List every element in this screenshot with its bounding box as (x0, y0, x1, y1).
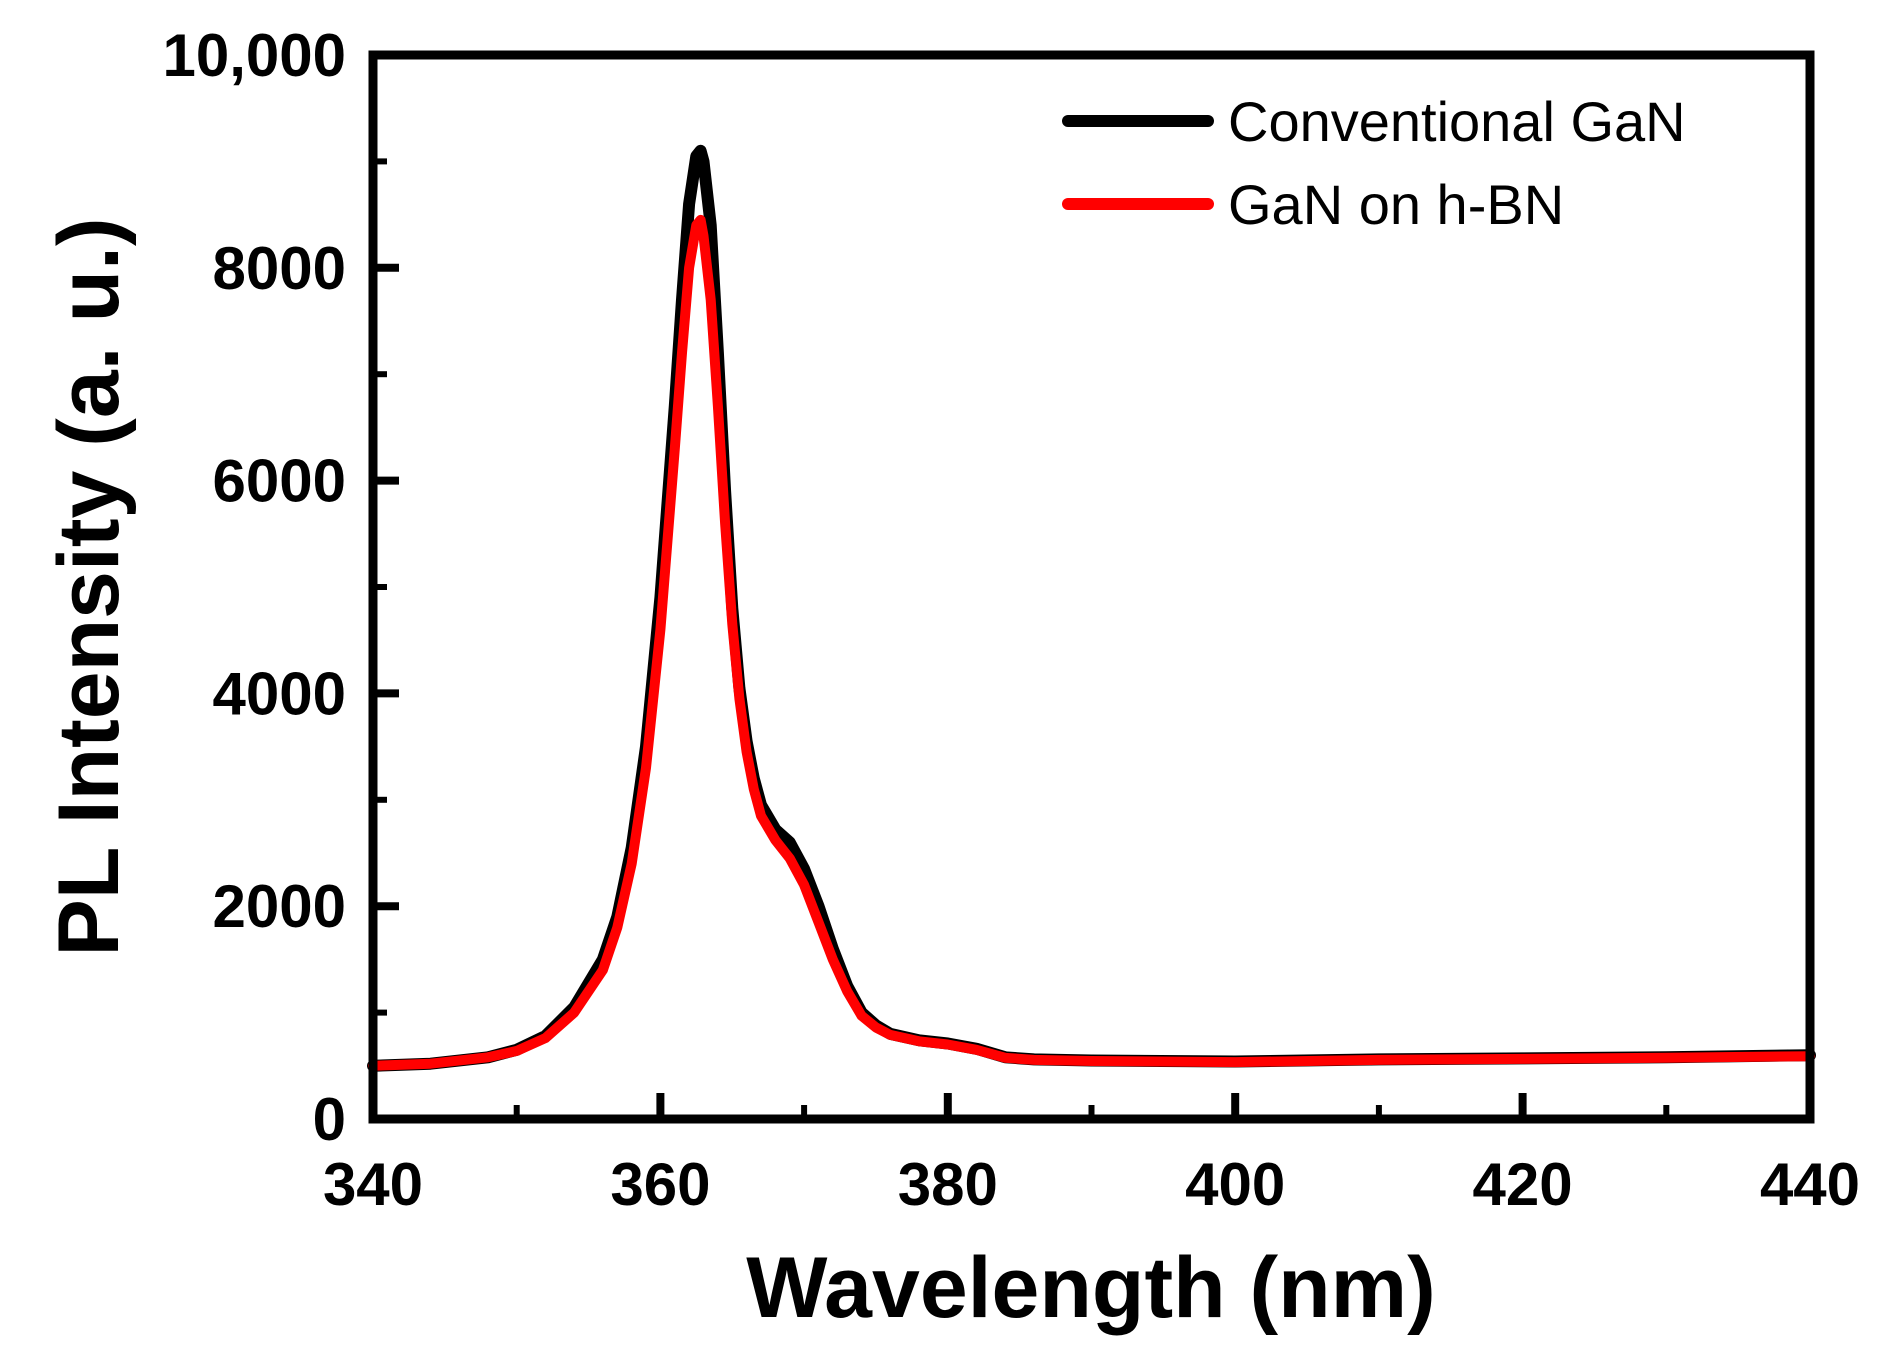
legend: Conventional GaN GaN on h-BN (1062, 90, 1686, 236)
plot-frame (368, 50, 1815, 1124)
x-tick-label: 340 (323, 1151, 423, 1218)
y-tick-label: 6000 (213, 448, 346, 515)
x-tick-label: 420 (1473, 1151, 1573, 1218)
legend-label-gan-on-hbn: GaN on h-BN (1228, 173, 1564, 236)
y-tick-label: 2000 (213, 873, 346, 940)
tick-layer (369, 51, 1814, 1123)
x-axis-title: Wavelength (nm) (746, 1240, 1436, 1336)
series-line-conventional-gan (367, 144, 1816, 1072)
x-tick-label: 400 (1185, 1151, 1285, 1218)
y-tick-label: 10,000 (162, 22, 346, 89)
x-tick-label: 440 (1760, 1151, 1860, 1218)
y-tick-label: 8000 (213, 235, 346, 302)
series-line-gan-on-hbn (368, 214, 1815, 1071)
y-tick-label: 4000 (213, 660, 346, 727)
legend-label-conventional-gan: Conventional GaN (1228, 90, 1686, 153)
y-axis-title: PL Intensity (a. u.) (41, 217, 137, 956)
x-tick-label: 380 (898, 1151, 998, 1218)
x-tick-label: 360 (610, 1151, 710, 1218)
y-tick-label: 0 (313, 1086, 346, 1153)
series-layer (367, 144, 1816, 1072)
tick-label-layer: 340 360 380 400 420 440 0 2000 4000 6000 8000 10,00… (162, 22, 1860, 1218)
